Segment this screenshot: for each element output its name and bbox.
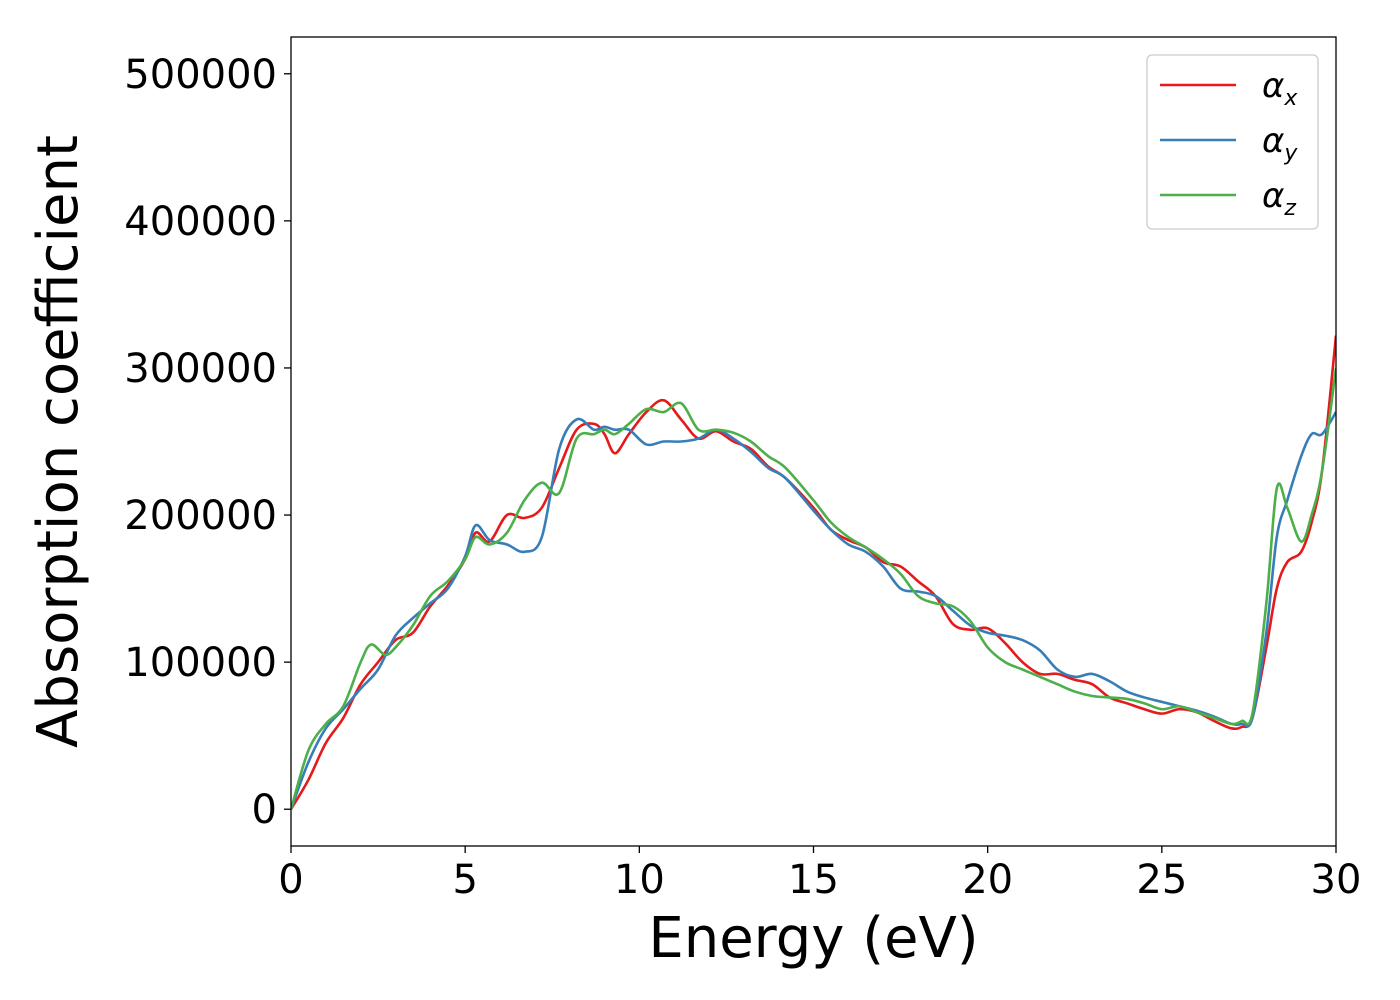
legend-label-x: αx bbox=[1262, 66, 1298, 111]
y-tick-label: 300000 bbox=[124, 346, 277, 392]
legend-label-y: αy bbox=[1262, 121, 1298, 166]
y-tick-label: 500000 bbox=[124, 52, 277, 98]
x-tick-label: 25 bbox=[1136, 857, 1187, 903]
series-line-y bbox=[291, 411, 1336, 810]
x-axis-label: Energy (eV) bbox=[648, 906, 978, 971]
legend-items: αx αy αz bbox=[1160, 66, 1298, 221]
y-tick-label: 0 bbox=[252, 787, 277, 833]
y-tick-label: 200000 bbox=[124, 493, 277, 539]
y-tick-label: 100000 bbox=[124, 640, 277, 686]
series-lines bbox=[291, 335, 1336, 810]
x-tick-label: 0 bbox=[278, 857, 303, 903]
y-tick-label: 400000 bbox=[124, 199, 277, 245]
x-tick-label: 15 bbox=[788, 857, 839, 903]
y-axis-ticks: 0 100000 200000 300000 400000 500000 bbox=[124, 52, 291, 833]
legend: αx αy αz bbox=[1146, 54, 1319, 230]
x-tick-label: 10 bbox=[614, 857, 665, 903]
legend-box bbox=[1146, 54, 1319, 230]
x-tick-label: 20 bbox=[962, 857, 1013, 903]
x-tick-label: 5 bbox=[452, 857, 477, 903]
x-axis-ticks: 0 5 10 15 20 25 30 bbox=[278, 846, 1361, 903]
x-tick-label: 30 bbox=[1311, 857, 1362, 903]
legend-label-z: αz bbox=[1262, 176, 1296, 221]
series-line-z bbox=[291, 367, 1336, 810]
y-axis-label: Absorption coefficient bbox=[26, 135, 91, 748]
